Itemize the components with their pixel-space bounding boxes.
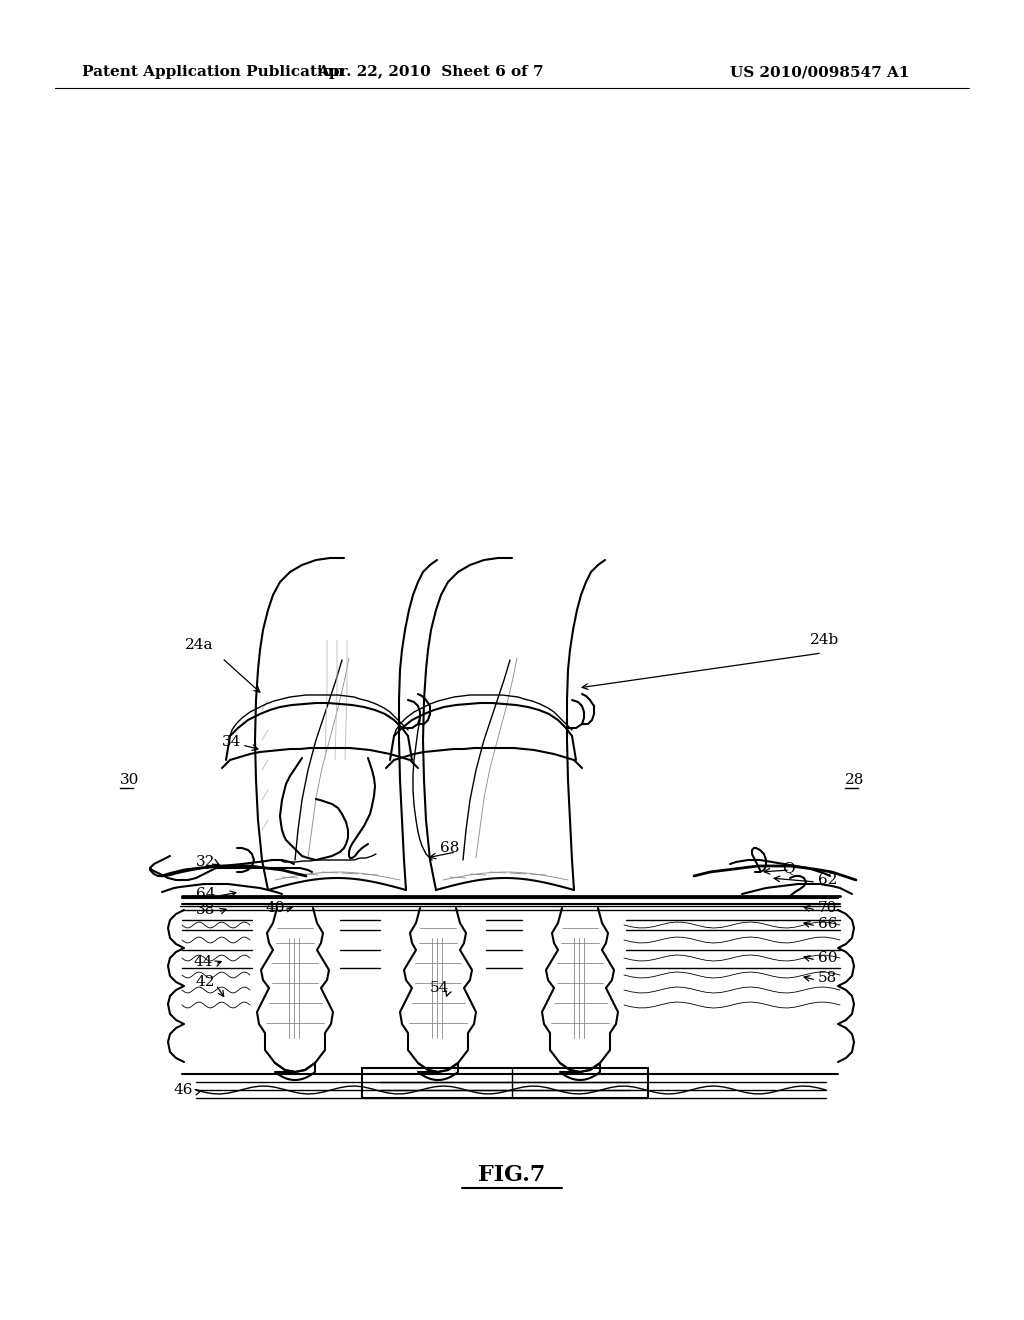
Text: 24a: 24a [185,638,213,652]
Text: 44: 44 [194,954,213,969]
Text: Apr. 22, 2010  Sheet 6 of 7: Apr. 22, 2010 Sheet 6 of 7 [316,65,544,79]
Text: 40: 40 [266,902,286,915]
Text: 54: 54 [430,981,450,995]
Text: 68: 68 [440,841,460,855]
Text: 70: 70 [818,902,838,915]
Text: 34: 34 [222,735,242,748]
Text: Q: Q [782,861,795,875]
Text: 60: 60 [818,950,838,965]
Text: 32: 32 [196,855,215,869]
Text: 58: 58 [818,972,838,985]
Text: 28: 28 [845,774,864,787]
Text: 46: 46 [174,1082,194,1097]
Text: US 2010/0098547 A1: US 2010/0098547 A1 [730,65,909,79]
Text: FIG.7: FIG.7 [478,1164,546,1185]
Text: 24b: 24b [810,634,840,647]
Text: 64: 64 [196,887,215,902]
Text: 30: 30 [120,774,139,787]
Text: 38: 38 [196,903,215,917]
Text: Patent Application Publication: Patent Application Publication [82,65,344,79]
Text: 62: 62 [818,873,838,887]
Text: 66: 66 [818,917,838,931]
Text: 42: 42 [196,975,215,989]
